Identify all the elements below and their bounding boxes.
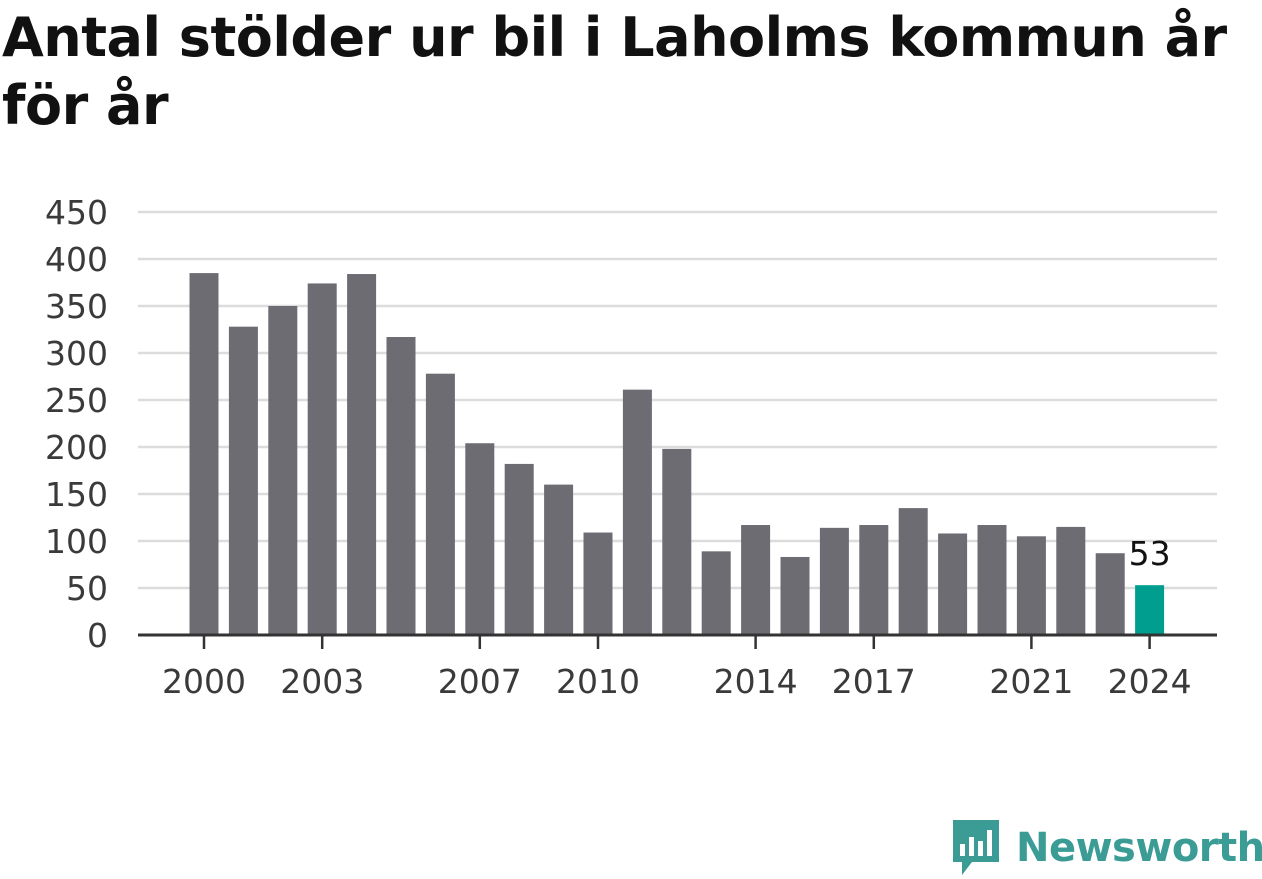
x-tick-label-2007: 2007 xyxy=(438,662,522,701)
bar-2006 xyxy=(425,373,455,635)
data-label-2024: 53 xyxy=(1129,534,1171,573)
bar-2019 xyxy=(938,533,968,635)
newsworthy-brand: Newsworthy xyxy=(950,818,1262,878)
bar-2009 xyxy=(544,484,574,635)
bar-2011 xyxy=(622,389,652,635)
bar-2014 xyxy=(741,525,771,635)
bar-2013 xyxy=(701,551,731,635)
bar-2007 xyxy=(465,443,495,635)
y-tick-label-150: 150 xyxy=(45,475,108,514)
y-tick-label-200: 200 xyxy=(45,428,108,467)
bar-2010 xyxy=(583,532,613,635)
newsworthy-logo-icon xyxy=(953,820,999,875)
y-tick-label-100: 100 xyxy=(45,522,108,561)
bar-2016 xyxy=(819,527,849,635)
bar-2008 xyxy=(504,463,534,635)
y-tick-label-400: 400 xyxy=(45,240,108,279)
x-tick-label-2000: 2000 xyxy=(162,662,246,701)
y-tick-label-0: 0 xyxy=(87,616,108,655)
bar-2023 xyxy=(1095,553,1125,635)
x-tick-label-2024: 2024 xyxy=(1108,662,1192,701)
x-tick-label-2017: 2017 xyxy=(832,662,916,701)
bar-2005 xyxy=(386,337,416,635)
bar-2012 xyxy=(662,448,692,635)
bar-2021 xyxy=(1016,536,1046,635)
bar-2024 xyxy=(1135,585,1165,635)
x-tick-label-2014: 2014 xyxy=(714,662,798,701)
y-tick-label-50: 50 xyxy=(66,569,108,608)
x-axis: 2000 2003 2007 2010 2014 2017 2021 2024 xyxy=(138,633,1217,701)
bar-2015 xyxy=(780,556,810,635)
bar-2002 xyxy=(268,306,298,635)
bar-2022 xyxy=(1056,526,1086,635)
x-tick-label-2021: 2021 xyxy=(989,662,1073,701)
bar-2004 xyxy=(347,274,377,635)
x-tick-label-2003: 2003 xyxy=(280,662,364,701)
bar-2020 xyxy=(977,525,1007,635)
bar-2001 xyxy=(228,326,258,635)
x-tick-label-2010: 2010 xyxy=(556,662,640,701)
bar-2000 xyxy=(189,273,219,635)
brand-name: Newsworthy xyxy=(1016,825,1262,871)
chart-title: Antal stölder ur bil i Laholms kommun år… xyxy=(2,6,1227,137)
y-axis-ticks: 0 50 100 150 200 250 300 350 400 450 xyxy=(45,193,108,655)
bar-2018 xyxy=(898,508,928,635)
y-tick-label-300: 300 xyxy=(45,334,108,373)
data-labels: 53 xyxy=(1129,534,1171,573)
y-tick-label-450: 450 xyxy=(45,193,108,232)
bar-2003 xyxy=(307,283,337,635)
y-tick-label-250: 250 xyxy=(45,381,108,420)
bar-series xyxy=(189,273,1165,635)
bar-2017 xyxy=(859,525,889,635)
y-tick-label-350: 350 xyxy=(45,287,108,326)
